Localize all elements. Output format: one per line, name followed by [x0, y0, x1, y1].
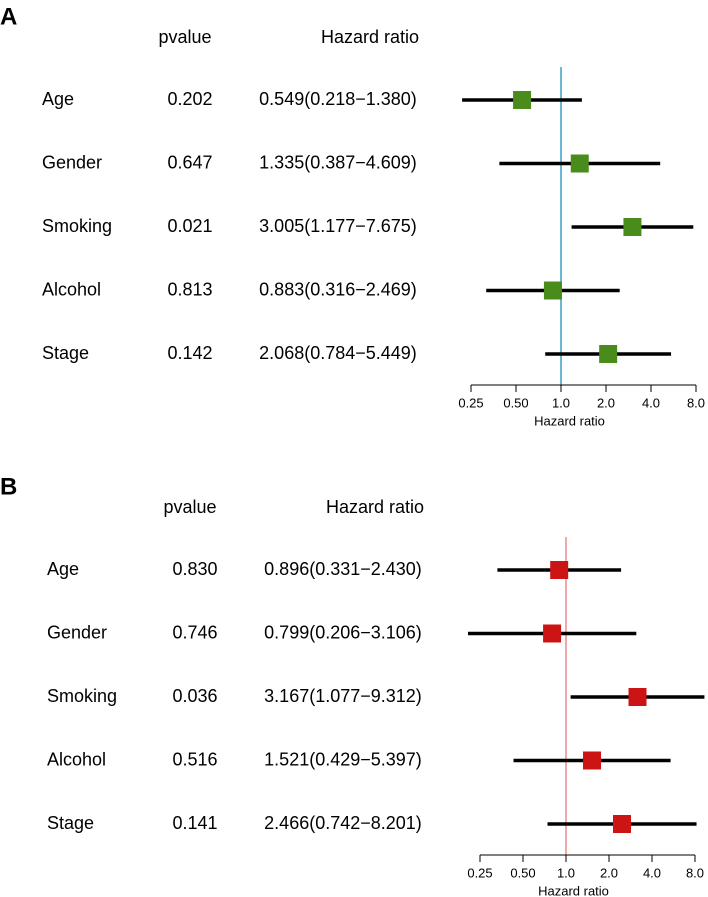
x-tick-label: 0.25 — [458, 395, 483, 410]
x-tick-label: 1.0 — [552, 395, 570, 410]
x-tick-label: 2.0 — [597, 395, 615, 410]
row-label: Gender — [47, 622, 107, 642]
row-label: Age — [47, 559, 79, 579]
estimate-point — [583, 751, 602, 770]
p-value: 0.830 — [172, 559, 217, 579]
p-value: 0.746 — [172, 622, 217, 642]
estimate-point — [599, 345, 618, 363]
column-header: Hazard ratio — [321, 27, 419, 47]
x-tick-label: 2.0 — [600, 865, 618, 880]
estimate-point — [513, 91, 532, 109]
row-label: Gender — [42, 152, 102, 172]
row-label: Stage — [47, 813, 94, 833]
estimate-point — [543, 624, 562, 643]
hazard-ratio-label: 0.883(0.316−2.469) — [259, 279, 417, 299]
x-tick-label: 8.0 — [687, 395, 705, 410]
row-label: Age — [42, 89, 74, 109]
p-value: 0.647 — [167, 152, 212, 172]
p-value: 0.516 — [172, 749, 217, 769]
estimate-point — [623, 218, 642, 236]
hazard-ratio-label: 3.167(1.077−9.312) — [264, 686, 422, 706]
panel-label: A — [0, 3, 17, 30]
row-label: Stage — [42, 343, 89, 363]
estimate-point — [612, 815, 631, 833]
p-value: 0.813 — [167, 279, 212, 299]
x-tick-label: 0.50 — [510, 865, 535, 880]
column-header: pvalue — [158, 27, 211, 47]
x-tick-label: 1.0 — [557, 865, 575, 880]
hazard-ratio-label: 0.549(0.218−1.380) — [259, 89, 417, 109]
row-label: Alcohol — [47, 749, 106, 769]
p-value: 0.142 — [167, 343, 212, 363]
p-value: 0.021 — [167, 216, 212, 236]
column-header: pvalue — [163, 497, 216, 517]
x-tick-label: 8.0 — [686, 865, 704, 880]
x-axis-title: Hazard ratio — [538, 883, 609, 897]
row-label: Alcohol — [42, 279, 101, 299]
estimate-point — [628, 688, 647, 706]
row-label: Smoking — [47, 686, 117, 706]
p-value: 0.141 — [172, 813, 217, 833]
column-header: Hazard ratio — [326, 497, 424, 517]
hazard-ratio-label: 2.068(0.784−5.449) — [259, 343, 417, 363]
hazard-ratio-label: 0.896(0.331−2.430) — [264, 559, 422, 579]
x-tick-label: 4.0 — [643, 865, 661, 880]
panel-label: B — [0, 473, 17, 500]
x-tick-label: 0.25 — [467, 865, 492, 880]
estimate-point — [550, 561, 569, 579]
hazard-ratio-label: 1.335(0.387−4.609) — [259, 152, 417, 172]
hazard-ratio-label: 0.799(0.206−3.106) — [264, 622, 422, 642]
x-tick-label: 0.50 — [503, 395, 528, 410]
row-label: Smoking — [42, 216, 112, 236]
hazard-ratio-label: 3.005(1.177−7.675) — [259, 216, 417, 236]
x-axis-title: Hazard ratio — [534, 413, 605, 428]
x-tick-label: 4.0 — [642, 395, 660, 410]
estimate-point — [570, 154, 589, 173]
hazard-ratio-label: 2.466(0.742−8.201) — [264, 813, 422, 833]
p-value: 0.036 — [172, 686, 217, 706]
hazard-ratio-label: 1.521(0.429−5.397) — [264, 749, 422, 769]
p-value: 0.202 — [167, 89, 212, 109]
estimate-point — [543, 281, 562, 300]
